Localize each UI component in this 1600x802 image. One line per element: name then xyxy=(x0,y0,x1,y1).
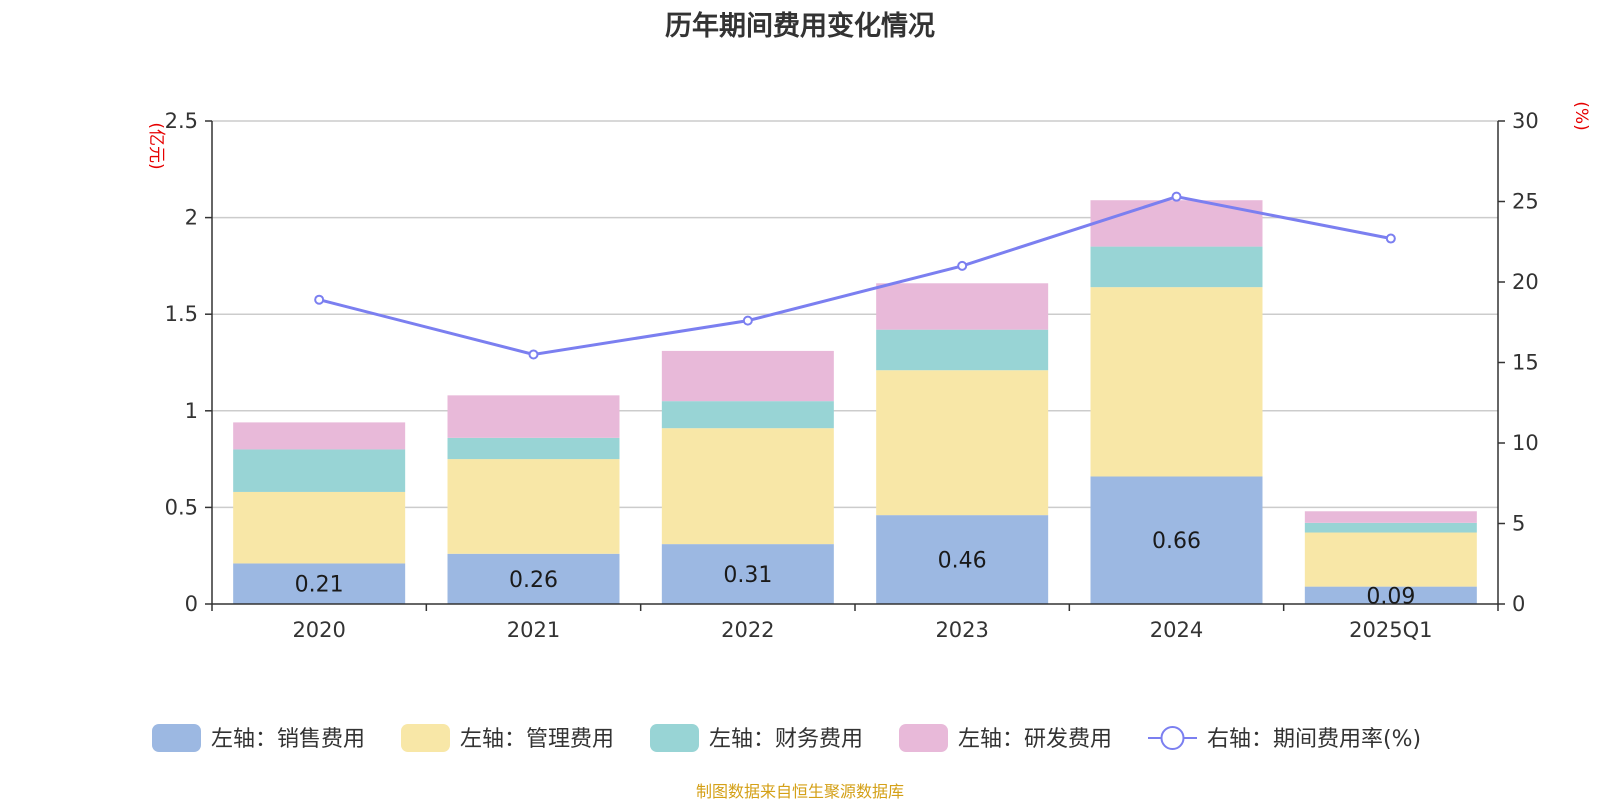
bar-segment xyxy=(1090,246,1263,288)
bar-segment xyxy=(661,544,834,604)
bar-segment xyxy=(233,563,406,604)
bar-value-label: 0.46 xyxy=(938,549,987,574)
rate-line xyxy=(314,191,1396,360)
bar-value-label: 0.31 xyxy=(723,563,772,588)
bar-segment xyxy=(447,437,620,460)
x-tick-label: 2024 xyxy=(1150,618,1203,642)
bar-segment xyxy=(661,401,834,429)
rate-point xyxy=(957,260,968,271)
bar-segment xyxy=(447,459,620,554)
right-tick-label: 20 xyxy=(1512,270,1539,294)
right-axis-unit: (%) xyxy=(1571,101,1591,130)
source-note: 制图数据来自恒生聚源数据库 xyxy=(695,782,904,801)
left-tick-label: 2 xyxy=(185,206,198,230)
bars xyxy=(233,200,1477,604)
legend-label[interactable]: 右轴：期间费用率(%) xyxy=(1207,727,1421,752)
bar-segment xyxy=(1304,522,1477,533)
bar-value-label: 0.09 xyxy=(1366,584,1415,609)
bar-value-label: 0.21 xyxy=(295,573,344,598)
legend-label[interactable]: 左轴：销售费用 xyxy=(211,727,365,752)
right-tick-label: 10 xyxy=(1512,431,1539,455)
bar-segment xyxy=(1090,476,1263,604)
legend-line-marker[interactable] xyxy=(1160,726,1185,750)
bar-segment xyxy=(661,428,834,545)
left-tick-label: 0 xyxy=(185,592,198,616)
rate-point xyxy=(528,349,539,360)
bar-segment xyxy=(233,422,406,450)
bar-segment xyxy=(1304,511,1477,523)
legend-label[interactable]: 左轴：研发费用 xyxy=(958,727,1112,752)
legend-label[interactable]: 左轴：财务费用 xyxy=(709,727,863,752)
bar-segment xyxy=(876,515,1049,604)
right-tick-label: 15 xyxy=(1512,351,1539,375)
left-tick-label: 1 xyxy=(185,399,198,423)
x-tick-label: 2025Q1 xyxy=(1349,618,1432,642)
bar-segment xyxy=(876,370,1049,516)
rate-point xyxy=(1385,233,1396,244)
bar-value-label: 0.26 xyxy=(509,568,558,593)
legend-swatch[interactable] xyxy=(152,724,201,752)
bar-segment xyxy=(447,553,620,604)
bar-value-label: 0.66 xyxy=(1152,529,1201,554)
right-tick-label: 5 xyxy=(1512,512,1525,536)
x-tick-label: 2021 xyxy=(507,618,560,642)
right-tick-label: 0 xyxy=(1512,592,1525,616)
rate-line-path xyxy=(318,195,1392,356)
bar-segment xyxy=(1304,586,1477,604)
axes: 0 0.5 1 1.5 2 2.5 0 5 10 15 20 25 30 2020 2021 2022 2023… xyxy=(165,109,1539,642)
bar-labels: 0.21 0.26 0.31 0.46 0.66 0.09 xyxy=(295,529,1416,609)
left-axis-unit: (亿元) xyxy=(146,122,166,169)
chart-title: 历年期间费用变化情况 xyxy=(665,11,935,42)
x-tick-label: 2023 xyxy=(935,618,988,642)
bar-segment xyxy=(447,395,620,438)
legend-swatch[interactable] xyxy=(899,724,948,752)
x-tick-label: 2022 xyxy=(721,618,774,642)
bar-segment xyxy=(1090,287,1263,477)
rate-point xyxy=(1171,191,1182,202)
legend-swatch[interactable] xyxy=(401,724,450,752)
right-tick-label: 30 xyxy=(1512,109,1539,133)
left-tick-label: 0.5 xyxy=(165,495,198,519)
bar-segment xyxy=(661,350,834,402)
legend: 左轴：销售费用 左轴：管理费用 左轴：财务费用 左轴：研发费用 右轴：期间费用率(%) xyxy=(152,724,1421,752)
rate-point xyxy=(742,315,753,326)
left-tick-label: 2.5 xyxy=(165,109,198,133)
rate-point xyxy=(314,294,325,305)
bar-segment xyxy=(233,449,406,492)
bar-segment xyxy=(233,491,406,564)
bar-segment xyxy=(876,283,1049,330)
bar-segment xyxy=(1304,532,1477,587)
legend-swatch[interactable] xyxy=(650,724,699,752)
right-tick-label: 25 xyxy=(1512,190,1539,214)
legend-label[interactable]: 左轴：管理费用 xyxy=(460,727,614,752)
left-tick-label: 1.5 xyxy=(165,302,198,326)
bar-segment xyxy=(876,329,1049,371)
x-tick-label: 2020 xyxy=(292,618,345,642)
grid-lines xyxy=(212,120,1498,509)
